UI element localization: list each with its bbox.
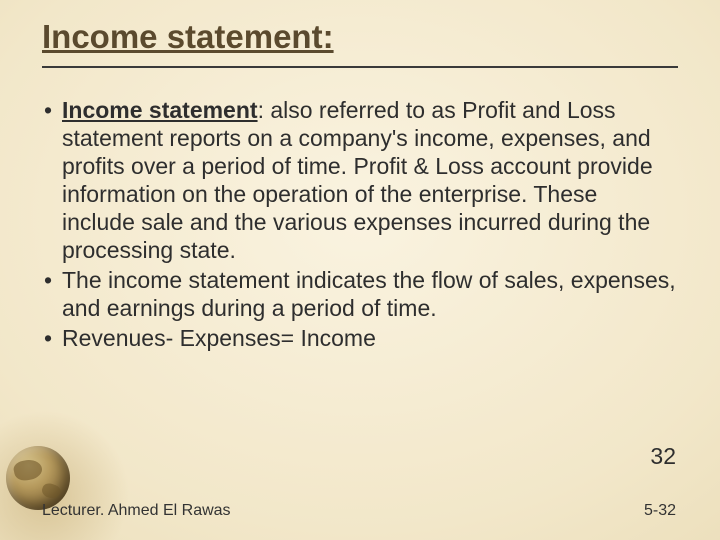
page-number: 32 (650, 443, 676, 470)
bullet-text: The income statement indicates the flow … (62, 267, 676, 321)
body-region: Income statement: also referred to as Pr… (0, 68, 720, 352)
bullet-text: Revenues- Expenses= Income (62, 325, 376, 351)
bullet-lead: Income statement (62, 97, 258, 123)
slide-title: Income statement: (42, 18, 678, 56)
slide: Income statement: Income statement: also… (0, 0, 720, 540)
footer-slide-ref: 5-32 (644, 502, 676, 520)
bullet-item: Income statement: also referred to as Pr… (44, 96, 676, 264)
bullet-item: Revenues- Expenses= Income (44, 324, 676, 352)
globe-icon (6, 446, 70, 510)
bullet-item: The income statement indicates the flow … (44, 266, 676, 322)
title-region: Income statement: (0, 0, 720, 68)
footer-lecturer: Lecturer. Ahmed El Rawas (42, 502, 231, 520)
